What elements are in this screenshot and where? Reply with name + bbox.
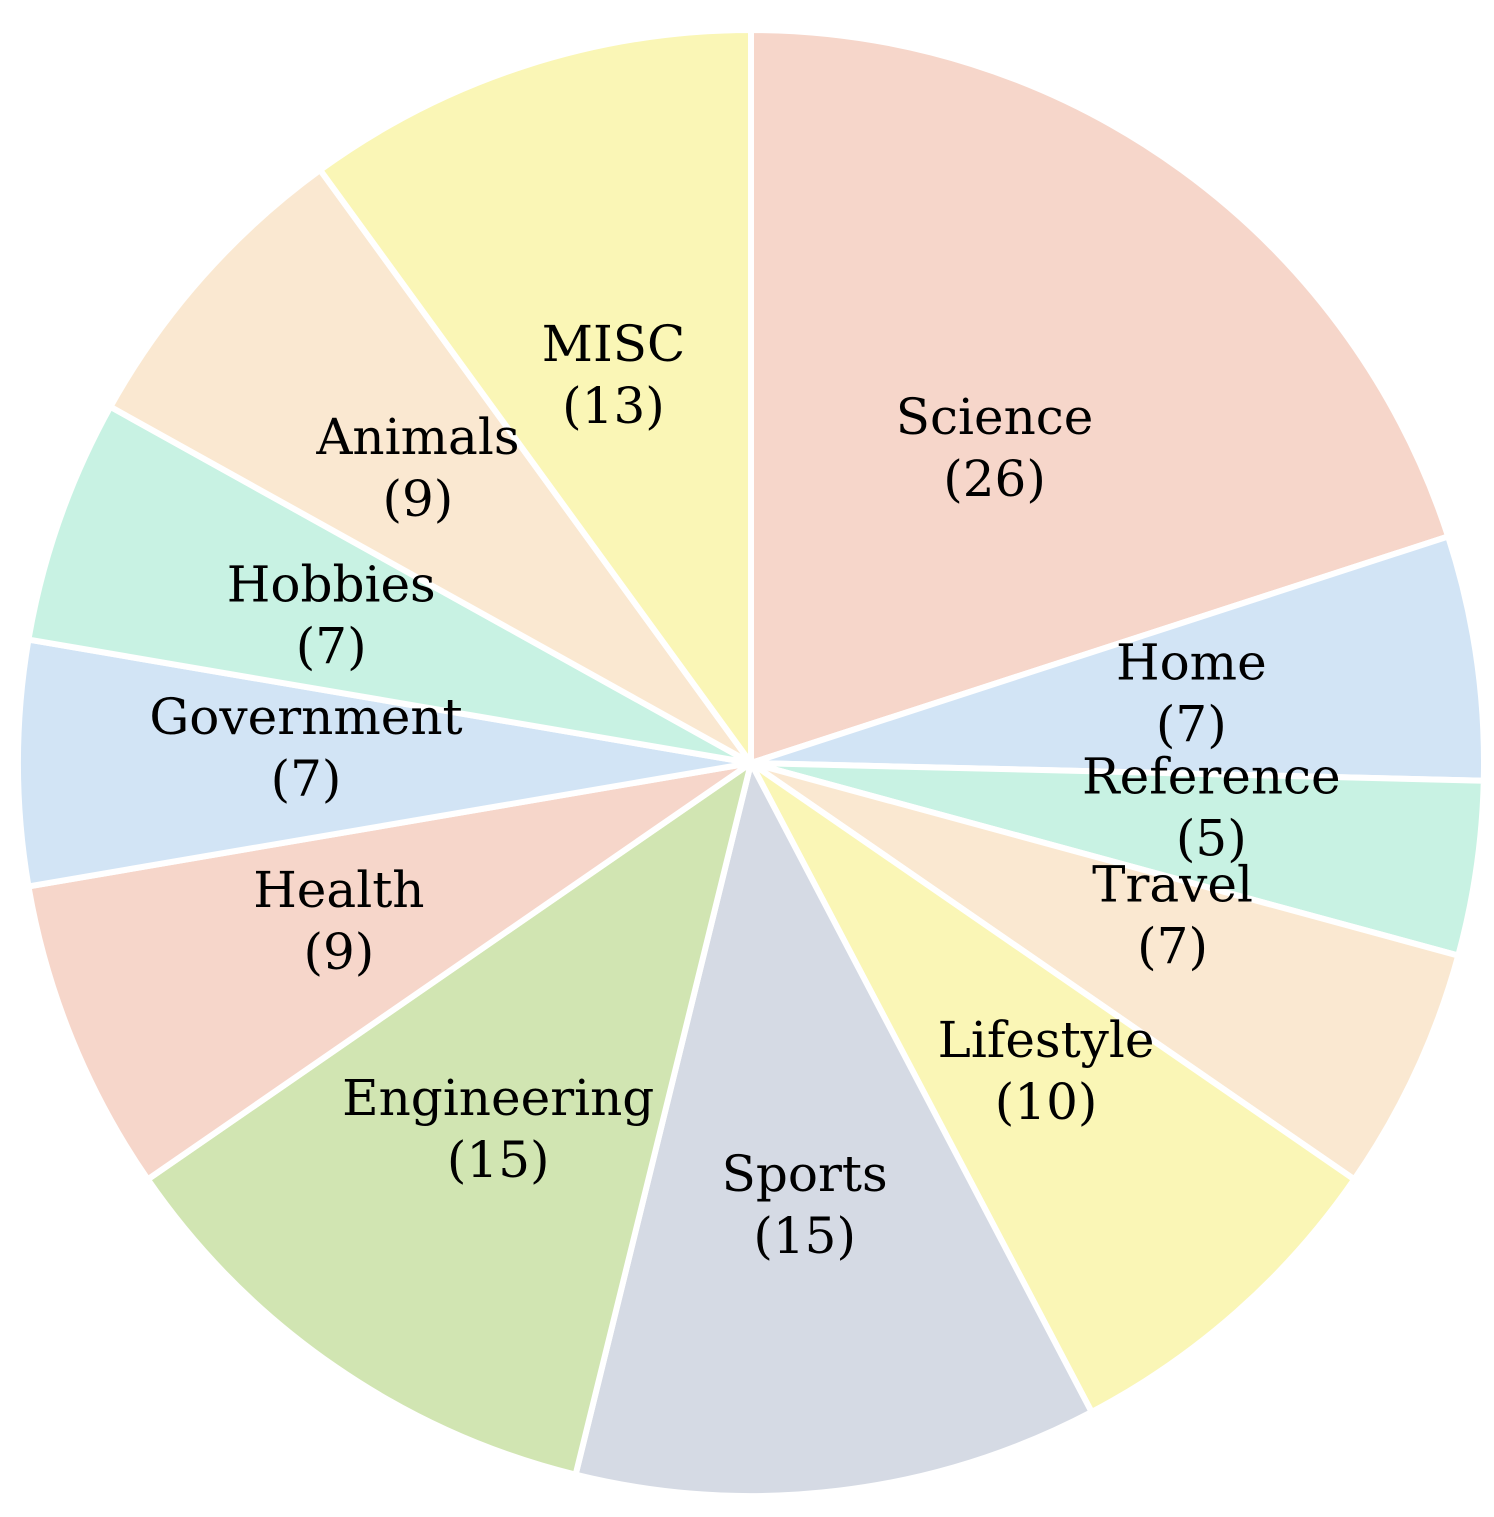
slice-label-government: Government — [149, 688, 462, 746]
pie-slice-home — [748, 533, 1487, 784]
pie-slice-travel — [748, 760, 1462, 1183]
slice-value-engineering: (15) — [447, 1131, 550, 1189]
slice-label-health: Health — [253, 861, 424, 919]
pie-slice-lifestyle — [748, 760, 1358, 1416]
slice-label-travel: Travel — [1092, 856, 1253, 914]
pie-slice-animals — [107, 166, 754, 766]
slice-label-animals: Animals — [315, 408, 519, 466]
slice-label-misc: MISC — [542, 315, 685, 373]
pie-slice-misc — [317, 27, 754, 766]
slice-value-government: (7) — [271, 750, 342, 808]
pie-slice-health — [25, 760, 754, 1183]
pie-slice-hobbies — [25, 403, 754, 766]
slice-label-reference: Reference — [1082, 747, 1341, 805]
pie-labels: Science(26)Home(7)Reference(5)Travel(7)L… — [149, 315, 1340, 1265]
pie-slice-sports — [572, 760, 1095, 1499]
pie-slice-engineering — [144, 760, 754, 1478]
slice-label-lifestyle: Lifestyle — [938, 1011, 1155, 1069]
slice-label-hobbies: Hobbies — [227, 555, 436, 613]
slice-value-lifestyle: (10) — [995, 1073, 1098, 1131]
slice-value-science: (26) — [943, 450, 1046, 508]
slice-label-engineering: Engineering — [342, 1069, 654, 1127]
slice-value-misc: (13) — [562, 377, 665, 435]
slice-value-health: (9) — [303, 923, 374, 981]
pie-slice-government — [15, 636, 754, 890]
pie-slices — [15, 27, 1487, 1499]
slice-value-reference: (5) — [1176, 809, 1247, 867]
slice-value-home: (7) — [1156, 696, 1227, 754]
slice-value-travel: (7) — [1137, 918, 1208, 976]
pie-slice-science — [748, 27, 1452, 766]
slice-value-animals: (9) — [382, 470, 453, 528]
slice-value-sports: (15) — [753, 1207, 856, 1265]
slice-label-home: Home — [1116, 634, 1267, 692]
slice-value-hobbies: (7) — [296, 617, 367, 675]
slice-label-science: Science — [896, 388, 1094, 446]
slice-label-sports: Sports — [722, 1145, 888, 1203]
